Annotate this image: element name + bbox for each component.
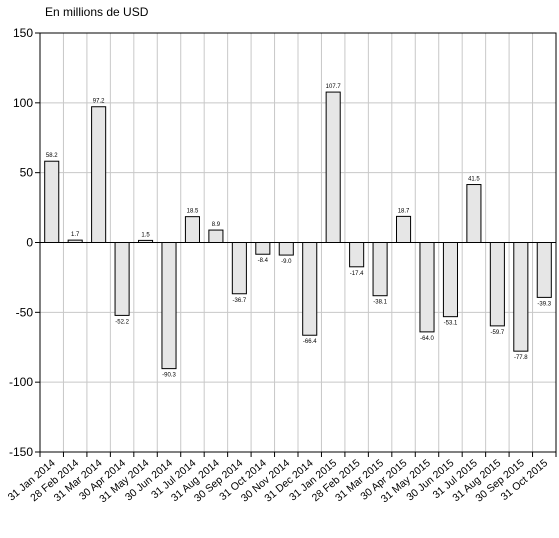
bar (278, 242, 294, 256)
data-label: 41.5 (468, 177, 480, 183)
data-label: -77.8 (514, 355, 528, 361)
data-label: -52.2 (115, 319, 129, 325)
bar (466, 184, 482, 243)
data-label: -64.0 (420, 336, 434, 342)
data-label: -39.3 (537, 301, 551, 307)
bar (302, 242, 318, 336)
data-label: 1.5 (141, 232, 150, 238)
bars (44, 91, 552, 370)
bar (536, 242, 552, 298)
bar (489, 242, 505, 327)
data-label: 58.2 (46, 153, 58, 159)
bar (44, 160, 60, 244)
bar (349, 242, 365, 268)
bar (114, 242, 130, 316)
y-tick-label: 50 (20, 166, 34, 180)
data-label: 107.7 (326, 84, 342, 90)
data-label: 1.7 (71, 232, 80, 238)
data-label: 18.5 (187, 209, 199, 215)
data-label: 97.2 (93, 99, 105, 105)
data-label: 8.9 (212, 222, 221, 228)
data-label: -59.7 (491, 330, 505, 336)
bar (184, 216, 200, 243)
bar (396, 215, 412, 244)
y-tick-label: -100 (9, 375, 33, 389)
bar (231, 242, 247, 295)
data-label: -53.1 (444, 321, 458, 327)
data-label: -17.4 (350, 271, 364, 277)
data-label: 18.7 (398, 208, 410, 214)
data-label: -38.1 (373, 300, 387, 306)
y-tick-label: -50 (16, 305, 34, 319)
bar (372, 242, 388, 297)
data-label: -36.7 (233, 298, 247, 304)
bar (255, 242, 271, 255)
bar (513, 242, 529, 352)
bar (419, 242, 435, 333)
data-label: -66.4 (303, 339, 317, 345)
bar (442, 242, 458, 318)
y-tick-label: 150 (13, 26, 33, 40)
bar (325, 91, 341, 244)
data-labels: 58.2 1.7 97.2 -52.2 1.5 -90.3 18.5 8.9 -36.7 -8.4… (46, 84, 552, 379)
bar (91, 106, 107, 243)
y-tick-label: -150 (9, 445, 33, 459)
data-label: -90.3 (162, 373, 176, 379)
bar (208, 229, 224, 244)
data-label: -9.0 (281, 259, 292, 265)
data-label: -8.4 (258, 258, 269, 264)
y-tick-label: 100 (13, 96, 33, 110)
y-ticks: 150 100 50 0 -50 -100 -150 (9, 26, 40, 459)
y-tick-label: 0 (26, 236, 33, 250)
y-axis-label: En millions de USD (45, 5, 149, 19)
bar (161, 242, 177, 370)
